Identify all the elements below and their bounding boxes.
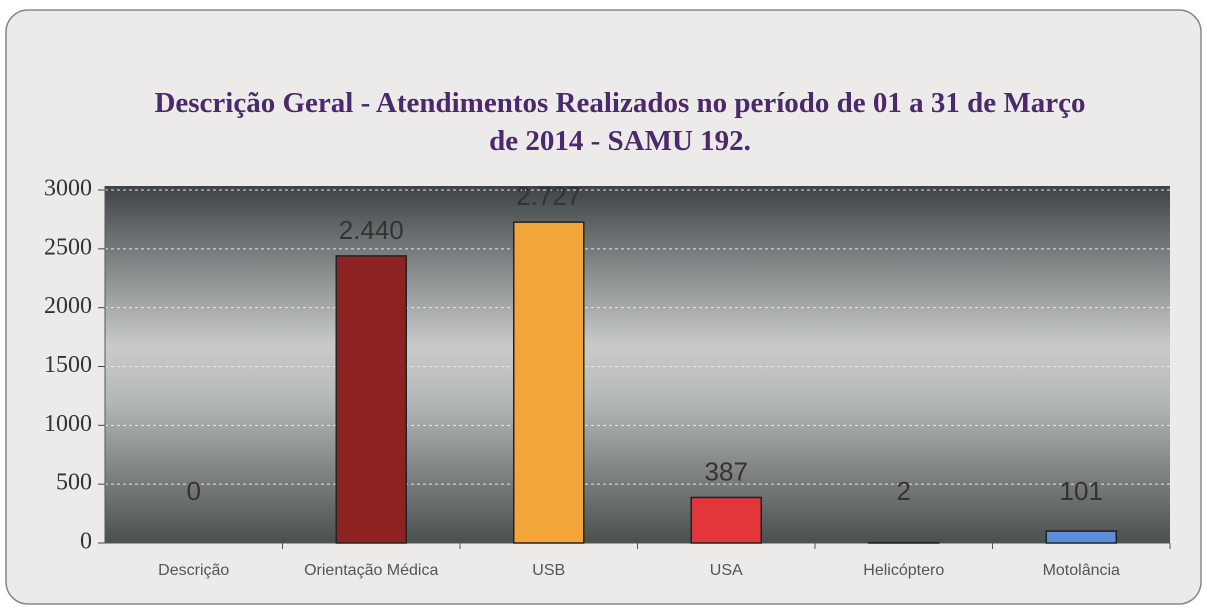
y-tick-label: 2500 xyxy=(44,234,92,260)
value-label: 2.440 xyxy=(339,215,404,245)
value-label: 387 xyxy=(705,456,748,486)
bar xyxy=(1046,531,1116,543)
y-tick-label: 2000 xyxy=(44,293,92,319)
y-tick-label: 1500 xyxy=(44,352,92,378)
x-tick-label: Helicóptero xyxy=(863,562,944,579)
y-tick-label: 0 xyxy=(80,529,92,555)
bar xyxy=(691,497,761,543)
value-label: 0 xyxy=(187,476,201,506)
plot-area xyxy=(105,186,1170,543)
chart-title: Descrição Geral - Atendimentos Realizado… xyxy=(150,84,1090,160)
y-tick-label: 1000 xyxy=(44,411,92,437)
x-tick-label: Descrição xyxy=(158,562,229,579)
value-label: 101 xyxy=(1060,476,1103,506)
value-label: 2 xyxy=(897,476,911,506)
y-tick-label: 3000 xyxy=(44,176,92,202)
x-tick-label: Orientação Médica xyxy=(304,562,438,579)
y-tick-label: 500 xyxy=(56,470,92,496)
bar xyxy=(336,256,406,543)
x-tick-label: Motolância xyxy=(1043,562,1120,579)
bar xyxy=(514,222,584,543)
x-tick-label: USA xyxy=(710,562,743,579)
value-label: 2.727 xyxy=(516,181,581,211)
x-tick-label: USB xyxy=(532,562,565,579)
